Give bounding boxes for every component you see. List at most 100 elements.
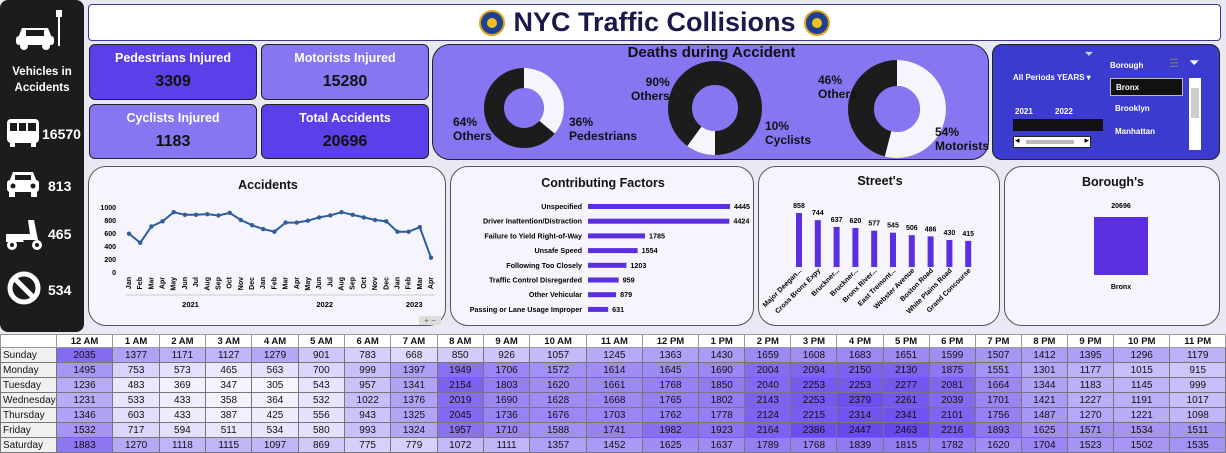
scroll-right-icon[interactable]: ▸ xyxy=(1084,135,1089,145)
street-bar xyxy=(908,235,915,267)
accidents-title: Accidents xyxy=(238,178,298,192)
heatmap-cell: 779 xyxy=(390,437,438,453)
heatmap-cell: 2040 xyxy=(744,377,792,393)
heatmap-cell: 573 xyxy=(158,362,207,378)
heatmap-cell: 957 xyxy=(343,377,392,393)
heatmap-cell: 1183 xyxy=(1066,377,1115,393)
timeline-scrollbar[interactable]: ◂ ▸ xyxy=(1013,135,1091,148)
heatmap-cell: 1511 xyxy=(1169,422,1226,438)
multiselect-icon[interactable]: ☰ xyxy=(1169,58,1179,70)
heatmap-cell: 2386 xyxy=(790,422,838,438)
scroll-left-icon[interactable]: ◂ xyxy=(1015,135,1020,145)
heatmap-cell: 2447 xyxy=(836,422,884,438)
heatmap-cell: 1599 xyxy=(928,347,976,363)
borough-option-bronx[interactable]: Bronx xyxy=(1110,78,1183,96)
donut-pedestrians xyxy=(484,68,564,148)
boroughs-panel: Borough's 20696 Bronx xyxy=(1004,166,1220,326)
street-value-label: 415 xyxy=(962,231,974,238)
factor-bar xyxy=(588,277,619,283)
factor-bar xyxy=(588,218,730,224)
month-tick-label: Jan xyxy=(394,277,401,289)
month-tick-label: May xyxy=(305,277,312,291)
heatmap-cell: 2277 xyxy=(882,377,930,393)
nypd-badge-icon xyxy=(479,9,506,36)
factor-category-label: Failure to Yield Right-of-Way xyxy=(484,231,582,240)
vehicles-sidebar: Vehicles in Accidents 16570 813 465 534 xyxy=(0,0,84,332)
heatmap-cell: 1893 xyxy=(974,422,1022,438)
data-point xyxy=(182,212,188,217)
year-tick-label: 2021 xyxy=(182,300,199,309)
month-tick-label: Feb xyxy=(406,277,413,289)
data-point xyxy=(417,224,423,230)
borough-slicer-label: Borough xyxy=(1110,61,1144,70)
clear-filter-icon[interactable]: ⏷ xyxy=(1189,55,1200,70)
heatmap-cell: 1115 xyxy=(205,437,253,453)
y-tick-label: 800 xyxy=(104,218,116,225)
corner-cell xyxy=(0,334,57,348)
kpi-total-accidents: Total Accidents 20696 xyxy=(261,104,429,159)
kpi-value: 1183 xyxy=(155,133,191,150)
borough-option-manhattan[interactable]: Manhattan xyxy=(1115,127,1155,136)
hour-header: 5 PM xyxy=(882,334,930,348)
data-point xyxy=(126,231,132,236)
heatmap-cell: 1397 xyxy=(390,362,438,378)
street-value-label: 620 xyxy=(850,218,862,225)
timeline-period[interactable]: All Periods YEARS ▾ xyxy=(1013,73,1091,82)
month-tick-label: Jan xyxy=(126,277,133,289)
heatmap-cell: 1057 xyxy=(529,347,588,363)
data-point xyxy=(137,240,143,245)
heatmap-cell: 1487 xyxy=(1020,407,1068,423)
data-point xyxy=(160,219,165,224)
hour-header: 3 PM xyxy=(790,334,838,348)
page-title: NYC Traffic Collisions xyxy=(513,7,796,37)
factor-category-label: Following Too Closely xyxy=(506,261,582,270)
street-value-label: 858 xyxy=(793,203,805,210)
expand-collapse-button[interactable]: + − xyxy=(419,316,441,325)
month-tick-label: Oct xyxy=(227,276,234,288)
month-tick-label: Feb xyxy=(271,277,278,289)
data-point xyxy=(339,210,344,215)
y-tick-label: 1000 xyxy=(100,205,116,212)
borough-option-brooklyn[interactable]: Brooklyn xyxy=(1115,104,1150,113)
heatmap-cell: 2215 xyxy=(790,407,838,423)
heatmap-cell: 668 xyxy=(390,347,438,363)
heatmap-cell: 2463 xyxy=(882,422,930,438)
heatmap-cell: 901 xyxy=(297,347,345,363)
day-label: Saturday xyxy=(0,437,57,453)
donut-motorists xyxy=(848,60,946,158)
heatmap-cell: 1614 xyxy=(586,362,643,378)
heatmap-cell: 1620 xyxy=(529,377,588,393)
kpi-label: Total Accidents xyxy=(299,111,391,125)
heatmap-cell: 1296 xyxy=(1113,347,1171,363)
slicer-scrollbar[interactable] xyxy=(1189,78,1201,150)
hour-header: 9 PM xyxy=(1066,334,1115,348)
hour-header: 7 PM xyxy=(974,334,1022,348)
heatmap-cell: 543 xyxy=(297,377,345,393)
hourly-heatmap-table: 12 AM 1 AM 2 AM 3 AM 4 AM 5 AM 6 AM 7 AM 8 AM 9 A… xyxy=(0,334,1226,453)
heatmap-cell: 1270 xyxy=(1066,407,1115,423)
heatmap-cell: 2019 xyxy=(436,392,484,408)
data-point xyxy=(294,220,299,225)
street-value-label: 506 xyxy=(906,225,918,232)
heatmap-cell: 1756 xyxy=(974,407,1022,423)
street-value-label: 744 xyxy=(812,210,824,217)
timeline-bar[interactable] xyxy=(1013,119,1103,131)
hour-header: 10 PM xyxy=(1113,334,1171,348)
heatmap-cell: 2253 xyxy=(790,377,838,393)
month-tick-label: Aug xyxy=(339,277,346,291)
borough-category-label: Bronx xyxy=(1111,284,1131,291)
heatmap-cell: 1072 xyxy=(436,437,484,453)
y-tick-label: 400 xyxy=(104,244,116,251)
heatmap-cell: 1127 xyxy=(205,347,253,363)
heatmap-cell: 1022 xyxy=(343,392,392,408)
donut1-others-label: 64% Others xyxy=(453,115,492,143)
heatmap-cell: 1551 xyxy=(974,362,1022,378)
day-label: Monday xyxy=(0,362,57,378)
heatmap-cell: 1301 xyxy=(1020,362,1068,378)
factor-bar xyxy=(588,292,617,298)
factor-value-label: 1554 xyxy=(642,246,658,255)
street-value-label: 486 xyxy=(925,226,937,233)
heatmap-cell: 358 xyxy=(205,392,253,408)
heatmap-cell: 1270 xyxy=(112,437,160,453)
heatmap-cell: 2261 xyxy=(882,392,930,408)
